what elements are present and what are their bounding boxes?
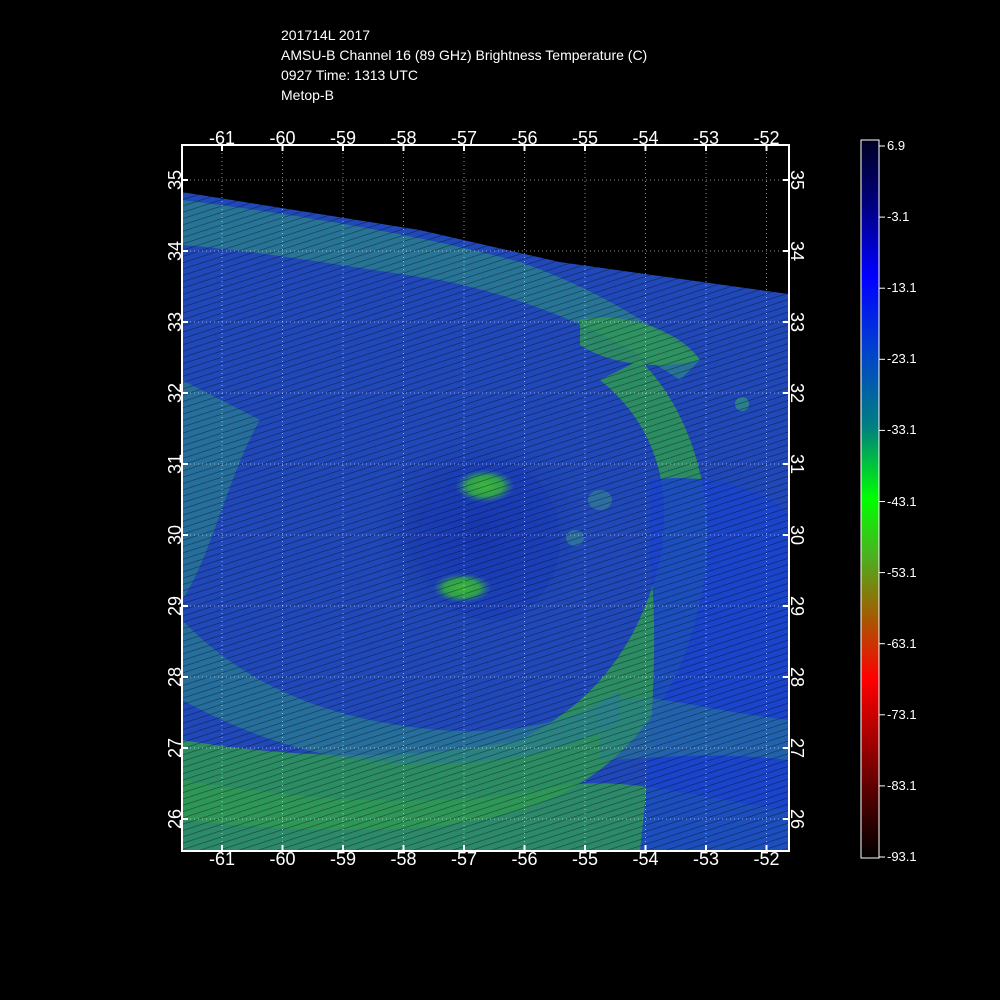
lon-tick-label-bottom: -57	[451, 849, 477, 869]
product-title: AMSU-B Channel 16 (89 GHz) Brightness Te…	[281, 47, 648, 63]
colorbar-label: -93.1	[887, 849, 917, 864]
lat-tick-label-left: 33	[165, 312, 185, 332]
lat-tick-label-left: 31	[165, 454, 185, 474]
time-label: 0927 Time: 1313 UTC	[281, 67, 418, 83]
satellite-label: Metop-B	[281, 87, 334, 103]
lat-tick-label-left: 35	[165, 170, 185, 190]
lat-tick-label-left: 34	[165, 241, 185, 261]
lon-tick-label-bottom: -55	[572, 849, 598, 869]
colorbar-label: -53.1	[887, 564, 917, 580]
lon-tick-label-bottom: -59	[330, 849, 356, 869]
lon-tick-label-top: -52	[753, 128, 779, 148]
lon-tick-label-bottom: -53	[693, 849, 719, 869]
lat-tick-label-right: 28	[787, 667, 807, 687]
lon-tick-label-bottom: -52	[753, 849, 779, 869]
lat-tick-label-left: 30	[165, 525, 185, 545]
lon-tick-label-top: -54	[632, 128, 658, 148]
lon-tick-label-top: -60	[269, 128, 295, 148]
lon-tick-label-bottom: -61	[209, 849, 235, 869]
lat-tick-label-right: 33	[787, 312, 807, 332]
lat-tick-label-right: 35	[787, 170, 807, 190]
lon-tick-label-top: -55	[572, 128, 598, 148]
lat-tick-label-right: 26	[787, 809, 807, 829]
lon-tick-label-bottom: -56	[511, 849, 537, 869]
colorbar-label: -33.1	[887, 422, 917, 438]
lon-tick-label-top: -58	[390, 128, 416, 148]
map-frame	[181, 144, 790, 852]
colorbar-ticks	[879, 145, 885, 858]
lon-tick-label-bottom: -58	[390, 849, 416, 869]
lat-tick-label-right: 32	[787, 383, 807, 403]
colorbar-label: -23.1	[887, 351, 917, 367]
storm-id-label: 201714L 2017	[281, 27, 371, 43]
lat-tick-label-left: 29	[165, 596, 185, 616]
lat-tick-label-right: 29	[787, 596, 807, 616]
tick-labels: -61 -61 -60 -60 -59 -59 -58 -58 -57 -57 -56 -56 -55 -…	[165, 128, 807, 869]
colorbar-label: -63.1	[887, 635, 917, 651]
colorbar-label: -3.1	[887, 209, 910, 225]
lon-tick-label-top: -57	[451, 128, 477, 148]
lat-tick-label-right: 30	[787, 525, 807, 545]
lat-tick-label-left: 28	[165, 667, 185, 687]
lon-tick-label-top: -53	[693, 128, 719, 148]
lon-tick-label-top: -56	[511, 128, 537, 148]
colorbar-label: -73.1	[887, 706, 917, 722]
lat-tick-label-right: 31	[787, 454, 807, 474]
colorbar-label: -43.1	[887, 493, 917, 509]
image-header: 201714L 2017 AMSU-B Channel 16 (89 GHz) …	[281, 25, 647, 105]
lon-tick-label-top: -61	[209, 128, 235, 148]
colorbar-label: 6.9	[887, 138, 906, 153]
lon-tick-label-top: -59	[330, 128, 356, 148]
colorbar-label: -13.1	[887, 280, 917, 296]
lat-tick-label-right: 34	[787, 241, 807, 261]
swath-image	[182, 145, 789, 851]
colorbar-label: -83.1	[887, 777, 917, 793]
colorbar	[860, 139, 880, 859]
lon-tick-label-bottom: -60	[269, 849, 295, 869]
lat-tick-label-left: 32	[165, 383, 185, 403]
lon-tick-label-bottom: -54	[632, 849, 658, 869]
lat-tick-label-right: 27	[787, 738, 807, 758]
lat-tick-label-left: 27	[165, 738, 185, 758]
graticule	[182, 145, 789, 851]
lat-tick-label-left: 26	[165, 809, 185, 829]
